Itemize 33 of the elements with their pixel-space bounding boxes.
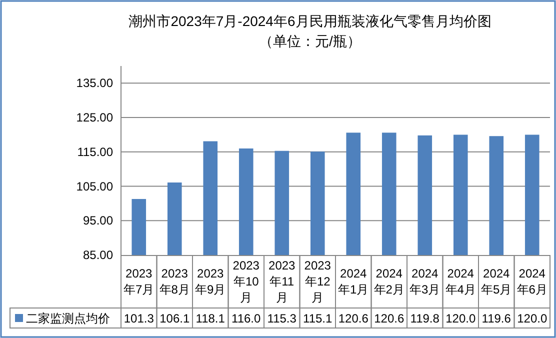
data-label: 120.0 xyxy=(517,312,548,326)
x-tick-label: 2023年11月 xyxy=(268,258,296,304)
y-tick-label: 95.00 xyxy=(82,214,114,228)
x-tick-label: 2024年1月 xyxy=(338,266,369,296)
x-tick-label: 2024年5月 xyxy=(481,266,512,296)
data-label: 116.0 xyxy=(232,312,262,326)
data-label: 119.6 xyxy=(482,312,512,326)
y-tick-label: 115.00 xyxy=(77,144,114,159)
data-label: 118.1 xyxy=(196,312,226,326)
x-tick-label: 2023年7月 xyxy=(124,266,154,296)
x-tick-label: 2024年2月 xyxy=(374,266,404,296)
y-tick-label: 135.00 xyxy=(76,76,114,90)
y-tick-label: 105.00 xyxy=(76,179,114,194)
x-tick-label: 2023年9月 xyxy=(195,266,226,296)
data-label: 101.3 xyxy=(124,312,154,326)
chart-subtitle: （单位：元/瓶） xyxy=(259,33,361,49)
chart-title: 潮州市2023年7月-2024年6月民用瓶装液化气零售月均价图 xyxy=(128,13,492,29)
y-tick-label: 125.00 xyxy=(76,110,114,125)
x-tick-label: 2024年3月 xyxy=(410,266,440,296)
x-tick-label: 2023年8月 xyxy=(159,266,190,296)
y-tick-label: 85.00 xyxy=(82,248,114,262)
data-label: 106.1 xyxy=(160,312,190,326)
data-label: 119.8 xyxy=(410,312,440,326)
data-label: 120.0 xyxy=(446,312,476,326)
x-tick-label: 2024年6月 xyxy=(516,266,548,296)
legend-label: 二家监测点均价 xyxy=(26,312,110,326)
x-tick-label: 2024年4月 xyxy=(445,266,476,296)
data-label: 120.6 xyxy=(374,312,404,326)
data-label: 115.3 xyxy=(267,312,297,326)
x-tick-label: 2023年12月 xyxy=(304,258,332,304)
data-label: 120.6 xyxy=(338,312,369,326)
data-label: 115.1 xyxy=(303,312,333,326)
x-tick-label: 2023年10月 xyxy=(232,258,260,304)
